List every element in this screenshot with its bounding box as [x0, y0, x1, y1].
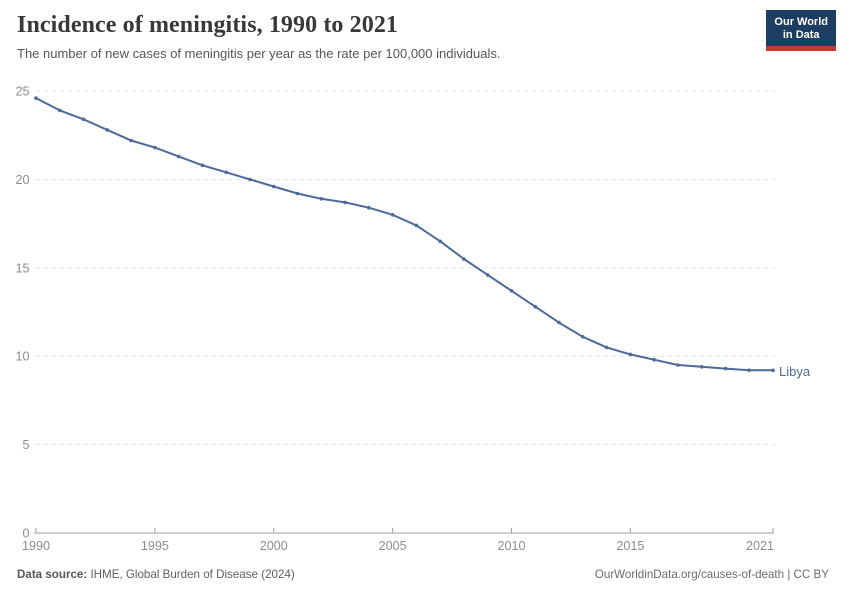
data-point-1992[interactable] — [81, 117, 86, 122]
owid-logo-line2: in Data — [782, 29, 820, 41]
x-axis-label-2015: 2015 — [616, 539, 644, 553]
data-point-1993[interactable] — [105, 128, 110, 132]
chart-footer: Data source: IHME, Global Burden of Dise… — [17, 568, 829, 581]
data-point-2000[interactable] — [271, 184, 276, 189]
data-point-2005[interactable] — [390, 213, 395, 217]
x-axis-label-2010: 2010 — [497, 539, 525, 553]
data-point-1997[interactable] — [200, 163, 205, 168]
data-source-note: Data source: IHME, Global Burden of Dise… — [17, 568, 295, 581]
data-point-1999[interactable] — [248, 177, 252, 182]
y-axis-label-0: 0 — [22, 527, 29, 541]
data-point-1995[interactable] — [153, 145, 157, 150]
y-axis-label-20: 20 — [15, 173, 29, 187]
data-source-value: IHME, Global Burden of Disease (2024) — [87, 568, 295, 581]
data-point-2016[interactable] — [652, 357, 656, 362]
y-axis-label-25: 25 — [15, 85, 29, 99]
credit-link[interactable]: OurWorldinData.org/causes-of-death | CC … — [594, 568, 829, 581]
x-axis-label-2000: 2000 — [260, 539, 288, 553]
x-axis-label-2021: 2021 — [746, 539, 774, 553]
data-point-2017[interactable] — [676, 363, 680, 367]
data-point-2015[interactable] — [628, 352, 633, 357]
owid-logo[interactable]: Our World in Data — [766, 10, 836, 51]
data-point-2020[interactable] — [747, 368, 751, 373]
data-point-1990[interactable] — [34, 96, 38, 100]
data-point-2007[interactable] — [438, 239, 443, 244]
x-axis-label-2005: 2005 — [379, 539, 407, 553]
data-point-2003[interactable] — [343, 200, 347, 205]
x-axis-label-1990: 1990 — [22, 539, 50, 553]
data-point-1996[interactable] — [176, 154, 181, 159]
data-point-2011[interactable] — [533, 304, 538, 309]
data-point-2012[interactable] — [557, 320, 561, 325]
series-line-libya[interactable] — [35, 97, 774, 372]
chart-title: Incidence of meningitis, 1990 to 2021 — [17, 12, 399, 38]
data-point-2001[interactable] — [295, 191, 300, 196]
data-point-2004[interactable] — [367, 205, 371, 210]
owid-logo-line1: Our World — [774, 16, 828, 28]
data-point-2021[interactable] — [771, 368, 775, 373]
series-label-libya[interactable]: Libya — [779, 364, 811, 379]
data-point-2013[interactable] — [581, 335, 585, 339]
data-source-label: Data source: — [17, 568, 88, 581]
data-point-1991[interactable] — [58, 108, 62, 113]
data-point-2018[interactable] — [699, 365, 704, 369]
data-point-2014[interactable] — [604, 345, 609, 350]
data-point-1994[interactable] — [129, 138, 133, 143]
chart-subtitle: The number of new cases of meningitis pe… — [17, 46, 501, 61]
data-point-2002[interactable] — [319, 197, 324, 201]
data-point-2008[interactable] — [462, 257, 466, 261]
data-point-1998[interactable] — [224, 170, 228, 175]
data-point-2010[interactable] — [509, 289, 514, 293]
data-point-2019[interactable] — [723, 366, 728, 371]
chart-header: Incidence of meningitis, 1990 to 2021 Th… — [17, 12, 757, 61]
data-point-2006[interactable] — [414, 223, 419, 228]
y-axis-label-15: 15 — [15, 261, 29, 275]
data-point-2009[interactable] — [485, 273, 490, 277]
x-axis-label-1995: 1995 — [141, 539, 169, 553]
y-axis-label-5: 5 — [22, 438, 29, 452]
y-axis-label-10: 10 — [15, 350, 29, 364]
